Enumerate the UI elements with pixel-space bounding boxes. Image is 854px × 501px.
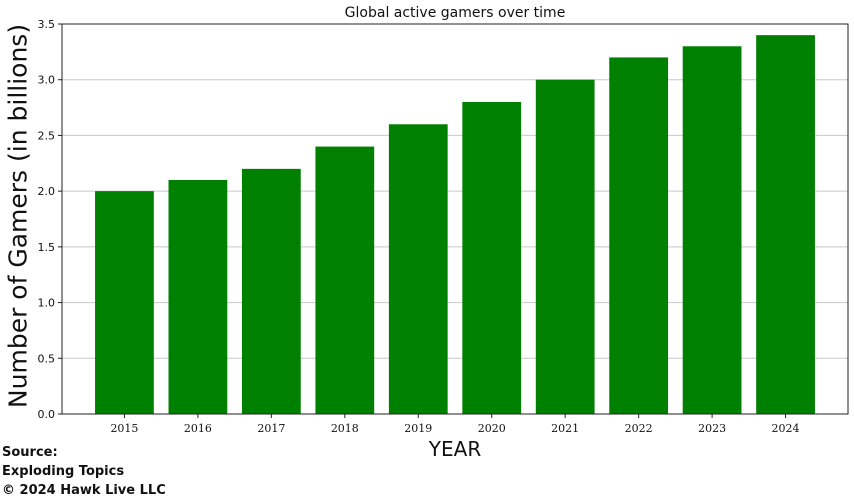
bar [462,102,522,414]
bar [388,124,448,415]
x-tick-label: 2021 [551,422,579,435]
x-tick-label: 2020 [478,422,506,435]
x-tick-label: 2017 [257,422,285,435]
source-name: Exploding Topics [2,464,125,479]
bar [682,46,742,415]
source-label: Source: [2,445,58,460]
bar [535,79,595,414]
bar [609,57,669,415]
y-axis-label: Number of Gamers (in billions) [3,23,33,409]
copyright-text: © 2024 Hawk Live LLC [2,483,166,498]
y-tick-label: 3.0 [38,74,56,87]
chart-title: Global active gamers over time [344,5,566,21]
bar [95,191,154,414]
y-tick-label: 2.0 [38,185,56,198]
y-tick-label: 2.5 [38,129,56,142]
x-tick-label: 2016 [184,422,212,435]
x-tick-label: 2022 [625,422,653,435]
x-tick-label: 2018 [331,422,359,435]
bar [241,168,301,414]
y-tick-label: 1.0 [38,297,56,310]
y-tick-label: 1.5 [38,241,56,254]
x-tick-label: 2015 [110,422,138,435]
y-tick-label: 0.5 [38,352,56,365]
bar [756,35,815,415]
source-note: Source: Exploding Topics © 2024 Hawk Liv… [2,443,166,500]
x-tick-label: 2019 [404,422,432,435]
x-tick-label: 2024 [772,422,800,435]
bar [168,180,228,414]
x-axis-label: YEAR [428,437,482,461]
x-tick-label: 2023 [698,422,726,435]
axes-frame [61,23,849,415]
y-tick-label: 0.0 [38,408,56,421]
bar [315,146,375,415]
y-tick-label: 3.5 [38,18,56,31]
